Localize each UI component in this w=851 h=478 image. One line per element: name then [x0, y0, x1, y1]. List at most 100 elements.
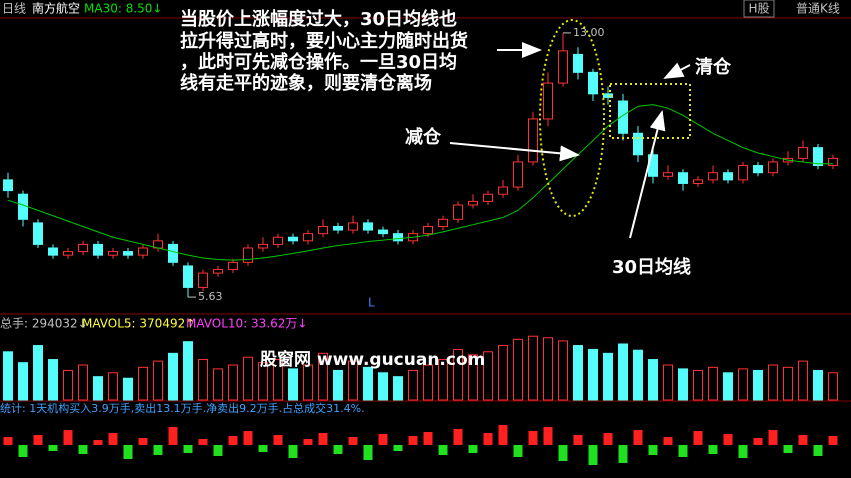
candle-body — [93, 243, 103, 256]
flow-bar — [783, 445, 793, 453]
volume-bar — [633, 349, 643, 401]
candle-body — [543, 82, 553, 120]
candle-body — [483, 193, 493, 202]
flow-bar — [408, 436, 418, 445]
volume-bar — [243, 356, 253, 401]
candle-body — [33, 222, 43, 245]
volume-bar — [558, 340, 568, 401]
volume-bar — [528, 335, 538, 401]
reduce-label: 减仓 — [405, 126, 442, 148]
flow-bar — [588, 445, 598, 465]
flow-bar — [633, 430, 643, 445]
arrow — [629, 110, 666, 239]
kline-type[interactable]: 普通K线 — [796, 2, 840, 16]
flow-bar — [363, 445, 373, 460]
volume-bar — [93, 376, 103, 401]
flow-bar — [348, 437, 358, 445]
stock-name: 南方航空 — [32, 1, 80, 16]
arrow — [663, 62, 691, 79]
volume-bar — [768, 364, 778, 401]
flow-bar — [48, 445, 58, 451]
flow-bar — [198, 439, 208, 445]
volume-bar — [228, 364, 238, 401]
candle-body — [528, 118, 538, 163]
flow-bar — [678, 445, 688, 457]
volume-bar — [213, 368, 223, 401]
candle-body — [558, 50, 568, 84]
flow-bar — [483, 433, 493, 445]
candle-body — [378, 229, 388, 235]
h-share-box[interactable] — [743, 0, 775, 18]
flow-bar — [333, 445, 343, 454]
volume-bar — [813, 369, 823, 401]
volume-bar — [408, 369, 418, 401]
candle-body — [288, 236, 298, 242]
candle-body — [498, 186, 508, 195]
volume-bar — [783, 366, 793, 401]
candle-body — [513, 161, 523, 188]
ma-note: 30日均线 — [612, 256, 691, 278]
h-share[interactable]: H股 — [748, 2, 769, 16]
flow-bar — [288, 445, 298, 458]
candle-body — [693, 179, 703, 184]
volume-legend: 总手: 294032↓ — [0, 317, 88, 331]
arrow — [449, 142, 580, 162]
candle-body — [213, 268, 223, 274]
volume-legend: MAVOL5: 370492↑ — [82, 317, 195, 331]
candle-body — [303, 233, 313, 242]
candle-body — [48, 247, 58, 256]
candle-body — [738, 165, 748, 181]
volume-bar — [183, 341, 193, 401]
flow-bar — [273, 435, 283, 445]
candle-body — [183, 265, 193, 288]
candle-body — [813, 147, 823, 167]
candle-body — [3, 179, 13, 192]
volume-bar — [693, 369, 703, 401]
volume-bar — [798, 360, 808, 401]
flow-bar — [63, 430, 73, 445]
flow-bar — [393, 445, 403, 451]
candle-body — [78, 243, 88, 253]
candle-body — [333, 225, 343, 231]
volume-bar — [33, 345, 43, 401]
flow-bar — [168, 427, 178, 445]
marker-l: L — [368, 296, 375, 310]
watermark: 股窗网 www.gucuan.com — [260, 349, 485, 370]
ma-label: MA30: 8.50↓ — [84, 2, 162, 16]
volume-bar — [153, 360, 163, 401]
volume-bar — [663, 364, 673, 401]
flow-bar — [303, 439, 313, 445]
flow-bar — [648, 445, 658, 455]
volume-bar — [348, 360, 358, 401]
candle-body — [723, 172, 733, 181]
candle-body — [828, 157, 838, 167]
flow-bar — [108, 433, 118, 445]
volume-bar — [63, 369, 73, 401]
flow-bar — [753, 438, 763, 445]
volume-bar — [483, 351, 493, 401]
volume-bar — [18, 362, 28, 401]
volume-bar — [168, 352, 178, 401]
volume-bar — [738, 368, 748, 401]
advice-line: ，此时可先减仓操作。一旦30日均 — [180, 51, 457, 73]
volume-bar — [333, 369, 343, 401]
volume-bar — [543, 337, 553, 401]
flow-bar — [183, 445, 193, 453]
candle-body — [123, 251, 133, 256]
candle-body — [318, 225, 328, 235]
advice-line: 线有走平的迹象，则要清仓离场 — [180, 72, 432, 94]
flow-bar — [828, 436, 838, 445]
volume-bar — [603, 352, 613, 401]
volume-bar — [513, 338, 523, 401]
high-label: 13.00 — [573, 26, 605, 39]
flow-bar — [768, 430, 778, 445]
candle-body — [243, 247, 253, 263]
flow-bar — [18, 445, 28, 457]
candle-body — [438, 218, 448, 227]
volume-bar — [468, 354, 478, 401]
candle-body — [633, 132, 643, 156]
volume-bar — [108, 372, 118, 401]
candle-body — [18, 193, 28, 220]
